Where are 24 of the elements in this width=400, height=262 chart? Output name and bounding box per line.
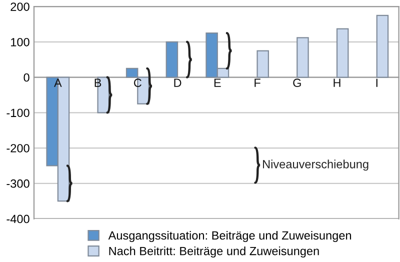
x-tick-label: G bbox=[293, 78, 301, 88]
bar bbox=[296, 37, 309, 78]
x-tick-label: D bbox=[174, 78, 182, 87]
bar bbox=[376, 14, 389, 78]
legend-label: Nach Beitritt: Beiträge und Zuweisungen bbox=[109, 246, 319, 258]
annotation: Niveauverschiebung bbox=[263, 160, 368, 171]
x-tick-label: C bbox=[134, 78, 142, 88]
y-tick-label: -300 bbox=[6, 179, 30, 188]
bar bbox=[336, 28, 349, 78]
x-tick-label: H bbox=[334, 78, 340, 87]
x-tick-label: A bbox=[54, 78, 62, 87]
y-tick-label: -100 bbox=[6, 108, 30, 118]
x-tick-label: I bbox=[376, 78, 378, 87]
bar bbox=[256, 50, 269, 78]
x-tick-label: E bbox=[214, 78, 221, 87]
legend-label: Ausgangssituation: Beiträge und Zuweisungen bbox=[108, 230, 352, 242]
bar bbox=[166, 41, 178, 78]
y-tick-label: 200 bbox=[10, 2, 30, 11]
y-tick-label: -400 bbox=[6, 214, 30, 224]
x-tick-label: F bbox=[254, 78, 260, 87]
y-tick-label: 100 bbox=[11, 38, 30, 46]
y-tick-label: -200 bbox=[6, 144, 30, 152]
y-tick-label: 0 bbox=[24, 73, 30, 82]
x-tick-label: B bbox=[94, 78, 102, 87]
